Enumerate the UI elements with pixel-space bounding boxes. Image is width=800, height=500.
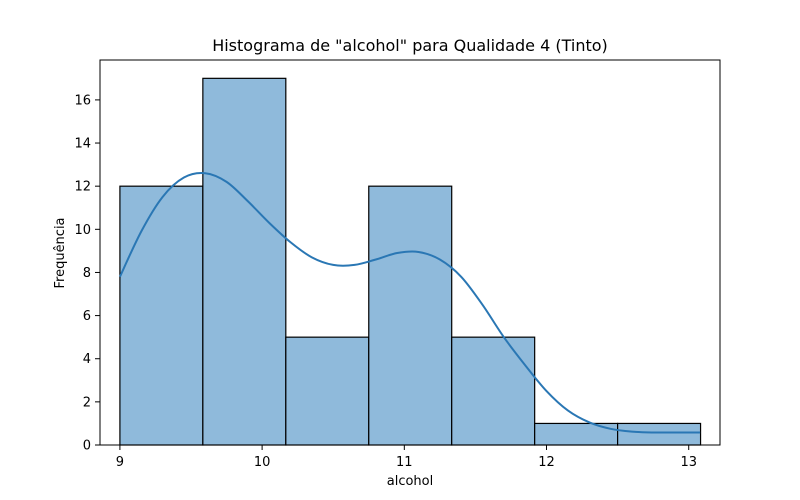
x-tick-label: 10: [254, 455, 271, 470]
histogram-bar-3: [285, 336, 370, 446]
histogram-bar-4: [368, 185, 453, 446]
bars-group: [119, 77, 702, 446]
y-tick-label: 2: [83, 395, 91, 410]
x-tick-label: 12: [538, 455, 555, 470]
x-tick-label: 11: [396, 455, 413, 470]
y-tick-label: 0: [83, 439, 91, 454]
y-axis-label: Frequência: [53, 217, 68, 288]
histogram-bar-2: [202, 77, 287, 446]
x-axis-ticks: 9 10 11 12 13: [116, 445, 697, 470]
x-tick-label: 13: [680, 455, 697, 470]
y-tick-label: 8: [83, 266, 91, 281]
histogram-bar-7: [617, 422, 702, 446]
x-tick-label: 9: [116, 455, 124, 470]
y-tick-label: 16: [74, 93, 91, 108]
y-tick-label: 6: [83, 309, 91, 324]
kde-curve: [119, 172, 701, 434]
histogram-bar-5: [451, 336, 536, 446]
chart-title: Histograma de "alcohol" para Qualidade 4…: [212, 36, 608, 55]
y-tick-label: 12: [74, 180, 91, 195]
histogram-bar-1: [119, 185, 204, 446]
y-tick-label: 4: [83, 352, 91, 367]
plot-frame: [99, 59, 721, 446]
y-tick-label: 10: [74, 223, 91, 238]
y-axis-ticks: 0 2 4 6 8 10 12 14 16: [74, 93, 100, 454]
y-tick-label: 14: [74, 137, 91, 152]
x-axis-label: alcohol: [387, 474, 433, 489]
